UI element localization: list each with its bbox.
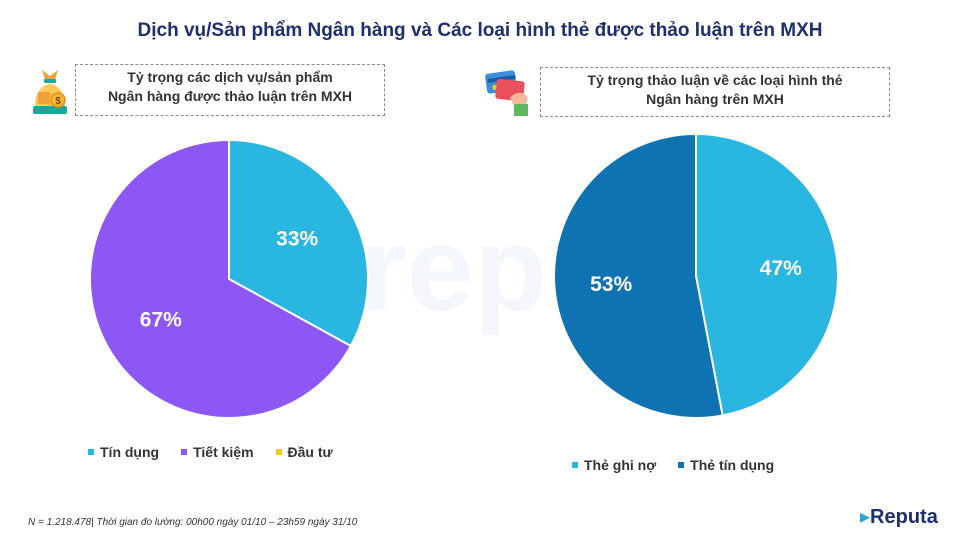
legend-swatch-tiet-kiem [181,449,188,455]
legend-item-tin-dung: Tín dụng [88,444,159,460]
services-legend: Tín dụng Tiết kiệm Đầu tư [88,444,333,460]
legend-swatch-dau-tu [275,449,282,455]
legend-label-dau-tu: Đầu tư [287,444,333,460]
pie-slice-tin-dung [228,138,369,348]
services-pie-chart: 33% 67% [89,138,369,419]
cards-pie-chart: 47% 53% [553,132,839,419]
legend-item-tiet-kiem: Tiết kiệm [181,444,254,460]
data-label-tin-dung: 33% [276,228,318,251]
data-label-the-ghi-no: 47% [760,257,802,280]
left-chart-subtitle: Tỷ trọng các dịch vụ/sản phẩm Ngân hàng … [75,64,385,116]
legend-label-tin-dung: Tín dụng [100,444,160,460]
legend-label-tiet-kiem: Tiết kiệm [193,444,254,460]
right-subtitle-line-1: Tỷ trọng thảo luận về các loại hình thẻ [587,72,843,88]
right-chart-subtitle: Tỷ trọng thảo luận về các loại hình thẻ … [540,67,890,117]
page-title: Dịch vụ/Sản phẩm Ngân hàng và Các loại h… [137,20,823,41]
logo-text: Reputa [870,506,938,528]
data-label-the-tin-dung: 53% [590,273,632,296]
reputa-logo: ▸Reputa [860,504,938,529]
legend-item-dau-tu: Đầu tư [275,444,333,460]
legend-label-the-tin-dung: Thẻ tín dụng [690,457,775,473]
pie-slice-tiet-kiem [89,138,353,419]
pie-slice-the-tin-dung [553,132,724,419]
legend-label-the-ghi-no: Thẻ ghi nợ [584,457,657,473]
right-subtitle-line-2: Ngân hàng trên MXH [646,91,784,107]
money-bag-icon: $ [33,70,67,114]
credit-card-hand-icon [485,70,528,116]
logo-mark-icon: ▸ [860,506,871,528]
pie-slice-the-ghi-no [695,132,839,417]
legend-item-the-ghi-no: Thẻ ghi nợ [572,457,656,473]
legend-swatch-tin-dung [88,449,94,455]
legend-swatch-the-tin-dung [678,462,685,468]
legend-item-the-tin-dung: Thẻ tín dụng [678,457,774,473]
left-subtitle-line-2: Ngân hàng được thảo luận trên MXH [107,88,353,104]
legend-swatch-the-ghi-no [572,462,578,468]
left-subtitle-line-1: Tỷ trọng các dịch vụ/sản phẩm [127,69,333,85]
cards-legend: Thẻ ghi nợ Thẻ tín dụng [572,457,774,473]
footnote: N = 1.218.478| Thời gian đo lường: 00h00… [28,517,358,528]
data-label-tiet-kiem: 67% [140,308,182,331]
svg-text:$: $ [55,96,61,107]
